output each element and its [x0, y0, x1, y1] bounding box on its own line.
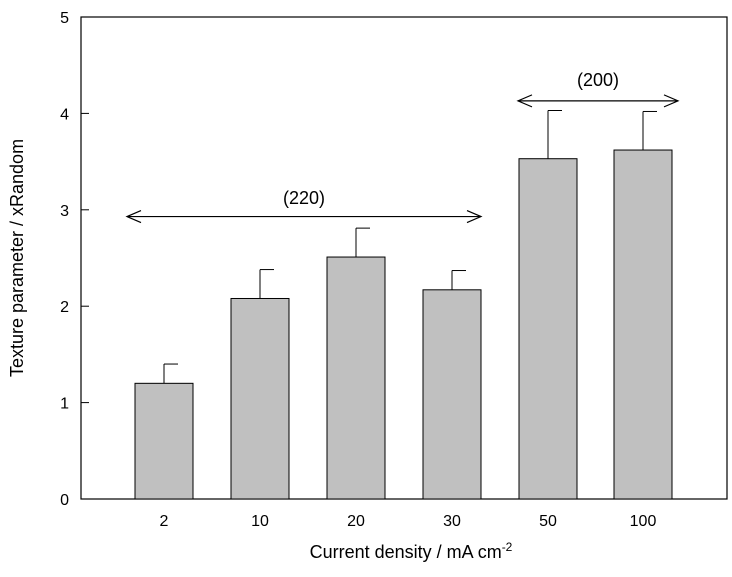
x-tick-label: 20: [347, 513, 365, 530]
x-tick-label: 50: [539, 513, 557, 530]
bar: [518, 158, 578, 500]
annotation-arrow-head-left: [125, 209, 142, 224]
annotation-label: (220): [283, 188, 325, 208]
annotation-label: (200): [577, 70, 619, 90]
x-tick-label: 10: [251, 513, 269, 530]
y-tick-label: 0: [60, 492, 69, 509]
y-tick-label: 2: [60, 299, 69, 316]
bar: [422, 289, 482, 500]
y-tick-label: 3: [60, 203, 69, 220]
y-tick-label: 5: [60, 10, 69, 27]
y-tick-label: 4: [60, 106, 69, 123]
bar: [230, 297, 290, 500]
bar: [613, 149, 673, 500]
y-tick-label: 1: [60, 396, 69, 413]
x-tick-label: 30: [443, 513, 461, 530]
plot-frame: [80, 16, 728, 500]
x-tick-label: 100: [630, 513, 657, 530]
annotation-arrow-head-left: [516, 94, 533, 108]
x-axis-label: Current density / mA cm-2: [310, 540, 513, 562]
bar: [326, 256, 386, 500]
annotation-arrow-head-right: [466, 209, 483, 224]
x-tick-label: 2: [160, 513, 169, 530]
y-axis-label: Texture parameter / xRandom: [7, 139, 27, 377]
bar: [134, 382, 194, 500]
annotation-arrow-head-right: [663, 94, 680, 108]
